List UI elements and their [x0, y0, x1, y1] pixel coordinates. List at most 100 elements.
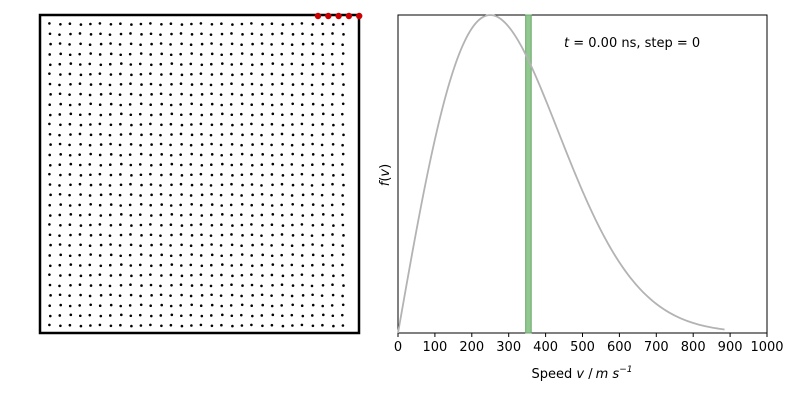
particle — [331, 143, 335, 146]
particle — [341, 324, 345, 327]
particle — [169, 273, 173, 277]
particle — [139, 163, 142, 166]
particle — [220, 323, 223, 327]
x-tick-label: 1000 — [750, 340, 783, 355]
particle — [310, 83, 314, 87]
particle — [109, 153, 113, 156]
particle — [99, 82, 102, 86]
particle — [139, 213, 142, 216]
particle — [119, 103, 122, 107]
particle — [330, 103, 334, 106]
particle — [149, 183, 153, 186]
particle — [59, 153, 62, 156]
particle — [59, 52, 62, 56]
particle — [119, 223, 122, 226]
particle — [331, 283, 334, 287]
particle — [331, 182, 334, 186]
particle — [98, 22, 102, 25]
particle — [331, 314, 335, 318]
particle — [118, 294, 122, 297]
particle — [221, 112, 224, 116]
particle — [169, 103, 173, 107]
particle — [130, 174, 133, 177]
particle — [209, 133, 213, 137]
particle — [139, 123, 143, 126]
particle — [301, 143, 305, 146]
particle — [260, 293, 264, 297]
particle — [159, 33, 162, 36]
particle — [89, 253, 92, 256]
particle — [190, 173, 193, 177]
particle — [78, 32, 82, 35]
particle — [129, 314, 133, 318]
particle — [210, 62, 213, 66]
particle — [109, 314, 112, 317]
particle — [311, 173, 315, 177]
particle — [98, 172, 102, 176]
particle — [311, 192, 314, 196]
particle — [58, 184, 61, 187]
particle — [99, 193, 103, 197]
particle — [150, 193, 153, 197]
particle — [311, 293, 314, 297]
particle — [200, 164, 204, 167]
particle — [79, 73, 83, 77]
particle — [311, 92, 314, 96]
particle — [88, 43, 92, 46]
particle — [250, 323, 253, 327]
particle — [159, 234, 162, 237]
particle — [109, 213, 112, 217]
particle — [200, 132, 203, 136]
highlighted-particle — [345, 12, 353, 20]
particle — [78, 304, 81, 307]
particle — [160, 153, 163, 156]
particle — [199, 103, 203, 106]
particle — [250, 132, 254, 136]
particle — [209, 284, 213, 288]
particle — [78, 103, 81, 106]
particle — [139, 112, 142, 116]
particle — [341, 263, 344, 267]
particle — [139, 62, 142, 66]
particle — [59, 123, 62, 127]
particle — [220, 53, 223, 57]
particle — [160, 52, 163, 56]
particle — [251, 164, 254, 167]
particle — [230, 143, 234, 146]
particle — [119, 83, 123, 86]
particle — [240, 123, 244, 126]
particle — [270, 254, 274, 258]
particle — [230, 132, 233, 136]
particle — [290, 43, 294, 46]
particle — [139, 93, 142, 97]
particle — [220, 273, 223, 277]
particle — [320, 193, 324, 197]
particle — [271, 284, 274, 287]
particle — [129, 182, 132, 186]
particle — [341, 152, 345, 156]
particle — [108, 133, 112, 137]
particle — [260, 133, 263, 137]
particle — [98, 103, 102, 106]
particle — [58, 142, 62, 146]
particle — [179, 103, 182, 106]
particle — [260, 83, 263, 87]
particle — [69, 62, 73, 65]
particle — [89, 52, 92, 55]
particle — [49, 214, 52, 217]
particle — [108, 184, 112, 187]
particle — [220, 284, 224, 287]
particle — [331, 243, 335, 247]
particle — [180, 243, 183, 247]
particle — [291, 83, 295, 86]
particle — [190, 234, 194, 237]
particle — [229, 103, 233, 106]
particle — [220, 204, 223, 207]
particle — [78, 182, 82, 186]
particle — [58, 284, 61, 288]
particle — [109, 102, 113, 106]
particle — [59, 73, 62, 76]
particle — [240, 213, 243, 216]
particle — [270, 43, 273, 46]
particle — [250, 304, 253, 308]
